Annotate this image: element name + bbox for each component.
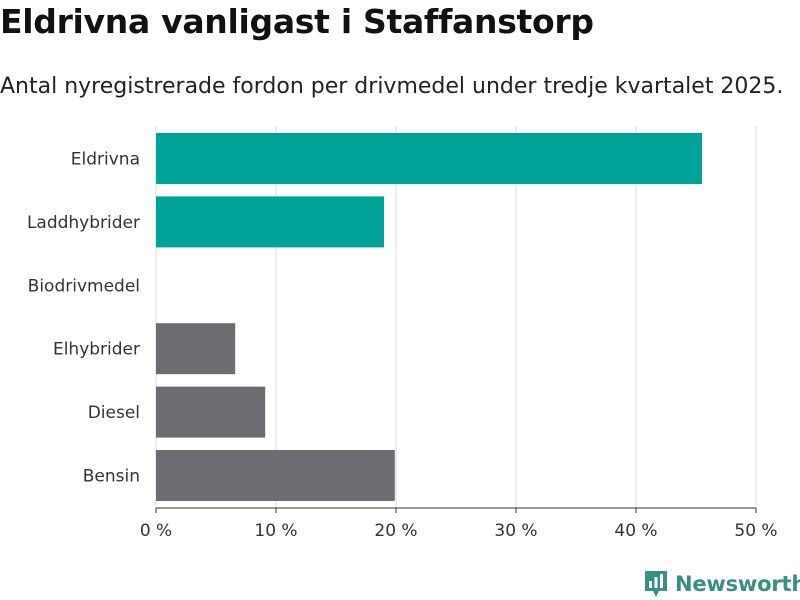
gridlines [155, 126, 757, 508]
bar-laddhybrider [156, 196, 384, 248]
bar-eldrivna [156, 133, 702, 184]
x-tick-label: 30 % [494, 521, 537, 541]
category-label-laddhybrider: Laddhybrider [27, 213, 140, 233]
category-label-diesel: Diesel [88, 403, 140, 423]
chart-subtitle: Antal nyregistrerade fordon per drivmede… [0, 74, 784, 99]
bar-elhybrider [156, 323, 236, 375]
newsworthy-logo: Newsworthy [643, 569, 800, 599]
x-tick-label: 0 % [140, 521, 172, 541]
newsworthy-logo-text: Newsworthy [675, 572, 800, 596]
category-label-bensin: Bensin [83, 467, 140, 487]
bars [156, 133, 702, 501]
category-label-elhybrider: Elhybrider [53, 340, 140, 360]
category-label-eldrivna: Eldrivna [71, 150, 140, 170]
newsworthy-logo-icon [645, 571, 667, 597]
x-tick-label: 20 % [374, 521, 417, 541]
bar-bensin [156, 450, 395, 501]
category-label-biodrivmedel: Biodrivmedel [28, 276, 140, 296]
category-labels: Eldrivna Laddhybrider Biodrivmedel Elhybrid… [27, 150, 140, 487]
x-axis-ticks: 0 % 10 % 20 % 30 % 40 % 50 % [140, 507, 778, 541]
x-tick-label: 40 % [614, 521, 657, 541]
x-tick-label: 10 % [254, 521, 297, 541]
bar-diesel [156, 386, 266, 438]
chart-title: Eldrivna vanligast i Staffanstorp [0, 2, 594, 41]
x-tick-label: 50 % [734, 521, 777, 541]
